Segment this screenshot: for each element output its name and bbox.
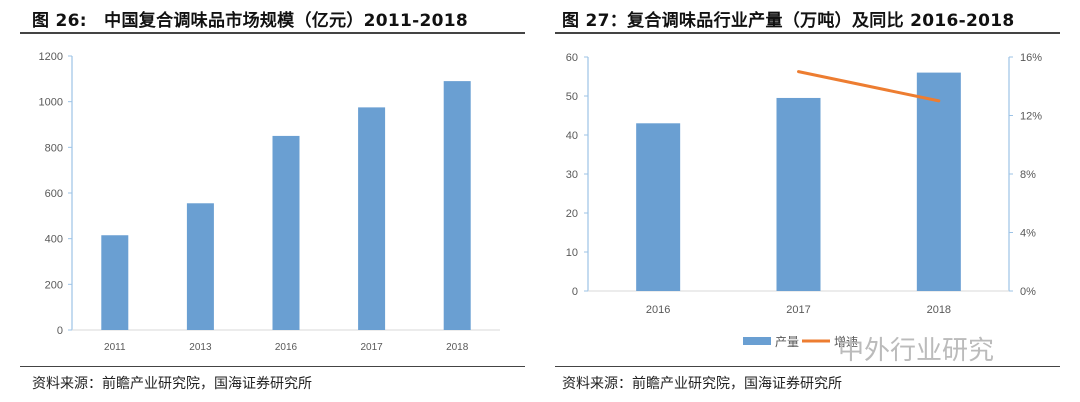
bar-2011 <box>101 235 129 330</box>
y-tick-label: 0 <box>572 286 578 298</box>
figure-27-bottom-rule <box>555 366 1060 367</box>
y-tick-label: 30 <box>566 169 578 181</box>
figure-26-bottom-rule <box>20 366 525 367</box>
figure-26-title-rule <box>20 32 525 34</box>
figure-26-title: 图 26: 中国复合调味品市场规模（亿元）2011-2018 <box>32 11 469 31</box>
y-tick-label: 400 <box>45 234 63 246</box>
x-tick-label: 2016 <box>646 304 670 316</box>
y-tick-label: 1000 <box>39 97 63 109</box>
x-tick-label: 2017 <box>360 342 383 353</box>
bar-2016 <box>272 135 300 330</box>
legend-line-label: 增速 <box>834 335 858 349</box>
y2-tick-label: 4% <box>1020 228 1036 240</box>
figure-26-source: 资料来源：前瞻产业研究院，国海证券研究所 <box>32 376 312 392</box>
y-tick-label: 0 <box>57 325 63 337</box>
production-volume-combo-chart: 0 10 20 30 40 50 60 0% 4% 8% 12% 16% 2016 2017 2018 产量 增… <box>566 52 1042 349</box>
growth-rate-line <box>797 70 941 103</box>
y2-tick-label: 16% <box>1020 52 1042 64</box>
bar-2016 <box>636 123 681 291</box>
bar-2018 <box>916 72 961 291</box>
y-tick-label: 60 <box>566 52 578 64</box>
y-tick-label: 800 <box>45 142 63 154</box>
y-tick-label: 200 <box>45 279 63 291</box>
figure-27-title: 图 27：复合调味品行业产量（万吨）及同比 2016-2018 <box>562 11 1015 31</box>
y2-tick-label: 12% <box>1020 111 1042 123</box>
y2-tick-label: 0% <box>1020 286 1036 298</box>
x-tick-label: 2018 <box>446 342 469 353</box>
x-tick-label: 2018 <box>927 304 951 316</box>
y-tick-label: 40 <box>566 130 578 142</box>
bar-2017 <box>776 97 821 291</box>
legend-bar-label: 产量 <box>775 335 799 349</box>
bar-2013 <box>186 203 214 330</box>
figure-27-source: 资料来源：前瞻产业研究院，国海证券研究所 <box>562 376 842 392</box>
watermark-text: 中外行业研究 <box>838 336 995 366</box>
x-tick-label: 2017 <box>786 304 810 316</box>
x-tick-label: 2013 <box>189 342 212 353</box>
x-tick-label: 2016 <box>275 342 298 353</box>
legend-bar-swatch <box>743 337 771 345</box>
y-tick-label: 600 <box>45 188 63 200</box>
y2-tick-label: 8% <box>1020 169 1036 181</box>
y-tick-label: 10 <box>566 247 578 259</box>
bar-2017 <box>358 107 386 330</box>
y-tick-label: 20 <box>566 208 578 220</box>
bar-2018 <box>443 81 471 330</box>
figure-27-title-rule <box>555 32 1060 34</box>
y-tick-label: 1200 <box>39 51 63 63</box>
y-tick-label: 50 <box>566 91 578 103</box>
x-tick-label: 2011 <box>104 342 126 353</box>
market-size-bar-chart: 0 200 400 600 800 1000 1200 2011 2013 2016 2017 201… <box>39 51 500 353</box>
